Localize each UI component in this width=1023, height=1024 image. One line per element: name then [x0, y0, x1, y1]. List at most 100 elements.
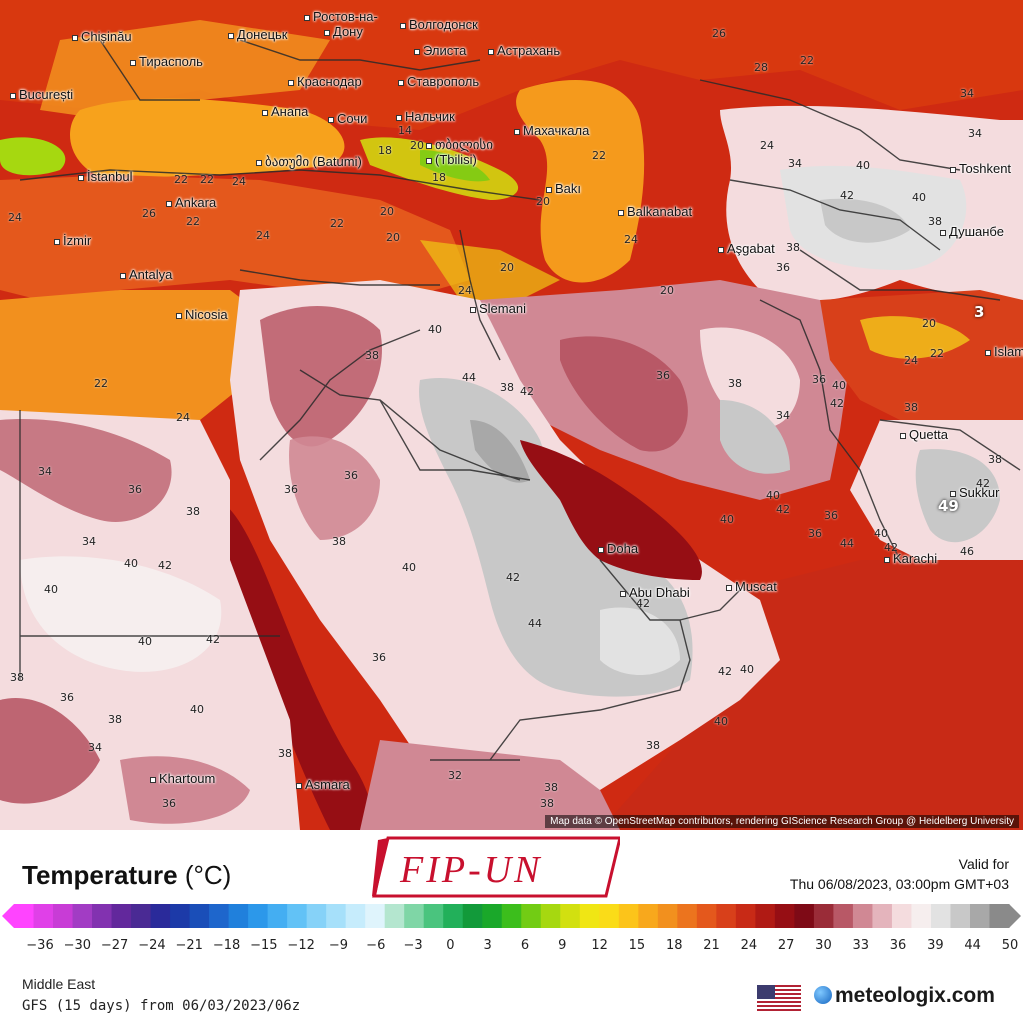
globe-icon — [814, 986, 832, 1004]
city-name: Doha — [607, 541, 639, 556]
city-label: Aşgabat — [718, 242, 775, 256]
temperature-value: 24 — [458, 284, 472, 297]
city-name: Chișinău — [81, 29, 132, 44]
scale-tick-label: 6 — [520, 938, 530, 953]
city-marker-icon — [150, 776, 156, 783]
scale-swatch — [72, 904, 93, 928]
scale-swatch — [423, 904, 444, 928]
city-label: Краснодар — [288, 75, 362, 89]
scale-swatch — [716, 904, 737, 928]
temperature-value: 38 — [904, 401, 918, 414]
scale-tick-label: −27 — [100, 938, 129, 953]
city-marker-icon — [398, 79, 404, 86]
city-label: Ставрополь — [398, 75, 479, 89]
city-name: Karachi — [893, 551, 938, 566]
scale-swatch — [131, 904, 152, 928]
temperature-map[interactable]: Chișinău Тирасполь București Донецьк Ростов-… — [0, 0, 1023, 830]
city-marker-icon — [120, 272, 126, 279]
scale-swatch — [599, 904, 620, 928]
scale-tick-label: 24 — [740, 938, 758, 953]
city-label: Khartoum — [150, 772, 215, 786]
temperature-value: 34 — [88, 741, 102, 754]
temperature-value: 38 — [278, 747, 292, 760]
temperature-value: 40 — [856, 159, 870, 172]
temperature-value: 36 — [656, 369, 670, 382]
temperature-value: 40 — [124, 557, 138, 570]
scale-swatch — [306, 904, 327, 928]
city-marker-icon — [54, 238, 60, 245]
city-marker-icon — [78, 174, 84, 181]
temperature-value: 40 — [912, 191, 926, 204]
temperature-value: 18 — [432, 171, 446, 184]
temperature-value: 42 — [840, 189, 854, 202]
city-marker-icon — [228, 32, 234, 39]
city-name: Balkanabat — [627, 204, 693, 219]
scale-swatch — [228, 904, 249, 928]
temperature-value: 40 — [874, 527, 888, 540]
temperature-value: 22 — [186, 215, 200, 228]
city-marker-icon — [884, 556, 890, 563]
scale-swatch — [813, 904, 834, 928]
scale-tick-label: −18 — [212, 938, 241, 953]
temperature-value: 36 — [824, 509, 838, 522]
city-label: București — [10, 88, 73, 102]
city-label: Antalya — [120, 268, 172, 282]
scale-swatch — [287, 904, 308, 928]
scale-swatch — [833, 904, 854, 928]
city-marker-icon — [400, 22, 406, 29]
city-name: Bakı — [555, 181, 582, 196]
temperature-value: 24 — [176, 411, 190, 424]
temperature-value: 42 — [776, 503, 790, 516]
scale-swatch — [521, 904, 542, 928]
temperature-value: 42 — [520, 385, 534, 398]
city-label: Махачкала — [514, 124, 589, 138]
us-flag-icon — [757, 985, 801, 1011]
city-marker-icon — [488, 48, 494, 55]
scale-swatch — [911, 904, 932, 928]
city-marker-icon — [514, 128, 520, 135]
scale-left-arrow-icon — [2, 904, 14, 928]
meteologix-logo[interactable]: meteologix.com — [814, 984, 995, 1008]
temperature-value: 38 — [988, 453, 1002, 466]
scale-tick-label: −36 — [26, 938, 54, 953]
scale-tick-label: −21 — [175, 938, 203, 953]
temperature-value: 24 — [8, 211, 22, 224]
temperature-value: 20 — [922, 317, 936, 330]
fip-un-logo — [372, 836, 620, 898]
scale-tick-label: 18 — [665, 938, 683, 953]
temperature-value: 32 — [448, 769, 462, 782]
city-name: ბათუმი (Batumi) — [265, 154, 362, 169]
city-name: Душанбе — [949, 224, 1004, 239]
city-label: თბილისი — [426, 138, 493, 152]
scale-tick-label: 9 — [558, 938, 567, 953]
scale-swatch — [852, 904, 873, 928]
temperature-value: 42 — [830, 397, 844, 410]
scale-swatch — [950, 904, 971, 928]
city-name: Slemani — [479, 301, 526, 316]
city-marker-icon — [324, 29, 330, 36]
city-marker-icon — [940, 229, 946, 236]
city-name: Сочи — [337, 111, 368, 126]
model-run: GFS (15 days) from 06/03/2023/06z — [22, 998, 301, 1014]
scale-tick-label: 3 — [483, 938, 492, 953]
city-name: Тирасполь — [139, 54, 203, 69]
temperature-value: 40 — [766, 489, 780, 502]
temperature-value: 40 — [44, 583, 58, 596]
city-label: Asmara — [296, 778, 350, 792]
city-label: Анапа — [262, 105, 308, 119]
city-label: İstanbul — [78, 170, 133, 184]
city-label: Nicosia — [176, 308, 228, 322]
scale-swatch — [326, 904, 347, 928]
temperature-value: 38 — [544, 781, 558, 794]
scale-swatch — [170, 904, 191, 928]
temperature-value: 22 — [592, 149, 606, 162]
temperature-value: 40 — [428, 323, 442, 336]
city-marker-icon — [304, 14, 310, 21]
scale-tick-label: 15 — [628, 938, 646, 953]
city-marker-icon — [718, 246, 724, 253]
map-attribution[interactable]: Map data © OpenStreetMap contributors, r… — [545, 815, 1019, 828]
temperature-value: 38 — [500, 381, 514, 394]
temperature-value: 24 — [256, 229, 270, 242]
temperature-value: 36 — [60, 691, 74, 704]
temperature-value: 24 — [904, 354, 918, 367]
